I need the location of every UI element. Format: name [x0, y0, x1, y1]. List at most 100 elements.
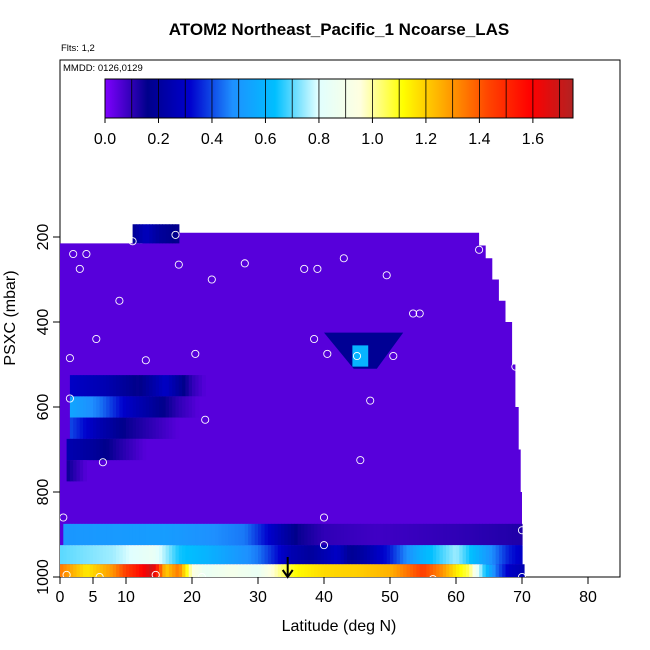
heatmap-cell	[502, 523, 507, 546]
y-tick-label: 800	[35, 479, 52, 506]
observation-point	[65, 354, 74, 363]
heatmap-layer	[60, 224, 525, 577]
heatmap-cell	[69, 523, 74, 546]
heatmap-cell	[96, 417, 101, 439]
heatmap-cell	[353, 523, 358, 546]
heatmap-cell	[112, 438, 117, 461]
heatmap-cell	[73, 396, 78, 418]
observation-point	[151, 570, 160, 577]
heatmap-cell	[139, 396, 144, 418]
heatmap-cell	[386, 545, 391, 565]
heatmap-cell	[390, 564, 394, 577]
heatmap-cell	[195, 396, 200, 418]
heatmap-cell	[172, 396, 177, 418]
heatmap-cell	[386, 564, 391, 577]
heatmap-cell	[314, 564, 318, 577]
heatmap-cell	[159, 523, 163, 546]
heatmap-cell	[145, 564, 150, 577]
heatmap-cell	[93, 564, 97, 577]
observation-point	[339, 254, 348, 263]
heatmap-cell	[106, 438, 111, 461]
heatmap-cell	[215, 523, 219, 546]
heatmap-cell	[241, 545, 246, 565]
heatmap-cell	[96, 438, 101, 461]
heatmap-cell	[479, 564, 483, 577]
heatmap-cell	[300, 545, 305, 565]
heatmap-cell	[370, 564, 375, 577]
heatmap-cell	[168, 396, 173, 418]
heatmap-cell	[142, 224, 147, 244]
heatmap-cell	[294, 564, 299, 577]
heatmap-cell	[498, 523, 503, 546]
heatmap-cell	[109, 396, 114, 418]
heatmap-cell	[350, 523, 355, 546]
colorbar: 0.0 0.2 0.4 0.6 0.8 1.0 1.2 1.4 1.6	[94, 78, 574, 148]
heatmap-cell	[135, 224, 140, 244]
heatmap-cell	[135, 523, 140, 546]
observation-point	[511, 362, 520, 371]
heatmap-cell	[452, 545, 457, 565]
heatmap-cell	[106, 396, 111, 418]
y-axis-label: PSXC (mbar)	[2, 270, 19, 365]
heatmap-cell	[126, 564, 130, 577]
heatmap-cell	[300, 523, 305, 546]
heatmap-cell	[294, 545, 299, 565]
heatmap-cell	[314, 545, 318, 565]
heatmap-cell	[178, 375, 183, 397]
heatmap-cell	[399, 545, 404, 565]
heatmap-cell	[122, 438, 127, 461]
dates-note: MMDD: 0126,0129	[63, 63, 143, 74]
observation-point	[475, 245, 484, 254]
y-tick-label: 400	[35, 309, 52, 336]
x-tick-label: 80	[579, 589, 597, 606]
heatmap-cell	[116, 396, 120, 418]
heatmap-cell	[462, 545, 467, 565]
heatmap-cell	[109, 523, 114, 546]
heatmap-cell	[106, 564, 111, 577]
observation-points	[60, 230, 527, 577]
heatmap-cell	[297, 523, 302, 546]
heatmap-cell	[122, 564, 127, 577]
heatmap-cell	[162, 564, 167, 577]
heatmap-cell	[106, 375, 111, 397]
heatmap-cell	[192, 545, 196, 565]
heatmap-cell	[413, 564, 417, 577]
observation-point	[517, 526, 527, 535]
heatmap-cell	[106, 523, 111, 546]
heatmap-cell	[495, 545, 500, 565]
x-tick-label: 30	[249, 589, 267, 606]
heatmap-cell	[168, 224, 173, 244]
heatmap-cell	[330, 545, 335, 565]
heatmap-cell	[83, 417, 87, 439]
heatmap-cell	[518, 523, 523, 546]
heatmap-cell	[96, 545, 101, 565]
heatmap-cell	[399, 564, 404, 577]
heatmap-cell	[152, 396, 157, 418]
heatmap-cell	[149, 224, 153, 244]
heatmap-cell	[238, 564, 243, 577]
heatmap-cell	[396, 523, 401, 546]
heatmap-cell	[73, 523, 78, 546]
heatmap-cell	[162, 224, 167, 244]
heatmap-cell	[86, 545, 91, 565]
heatmap-cell	[152, 417, 157, 439]
heatmap-cell	[69, 545, 74, 565]
heatmap-cell	[129, 438, 134, 461]
heatmap-cell	[320, 564, 325, 577]
heatmap-cell	[149, 564, 153, 577]
heatmap-cell	[102, 375, 107, 397]
observation-point	[415, 309, 424, 318]
heatmap-cell	[66, 460, 71, 482]
heatmap-cell	[172, 523, 177, 546]
heatmap-cell	[178, 564, 183, 577]
heatmap-cell	[271, 564, 276, 577]
heatmap-cell	[396, 564, 401, 577]
heatmap-cell	[231, 564, 236, 577]
heatmap-cell	[159, 417, 163, 439]
heatmap-cell	[66, 438, 71, 461]
heatmap-cell	[198, 523, 203, 546]
heatmap-cell	[449, 545, 454, 565]
heatmap-cell	[512, 545, 516, 565]
heatmap-cell	[366, 523, 371, 546]
heatmap-cell	[69, 564, 74, 577]
